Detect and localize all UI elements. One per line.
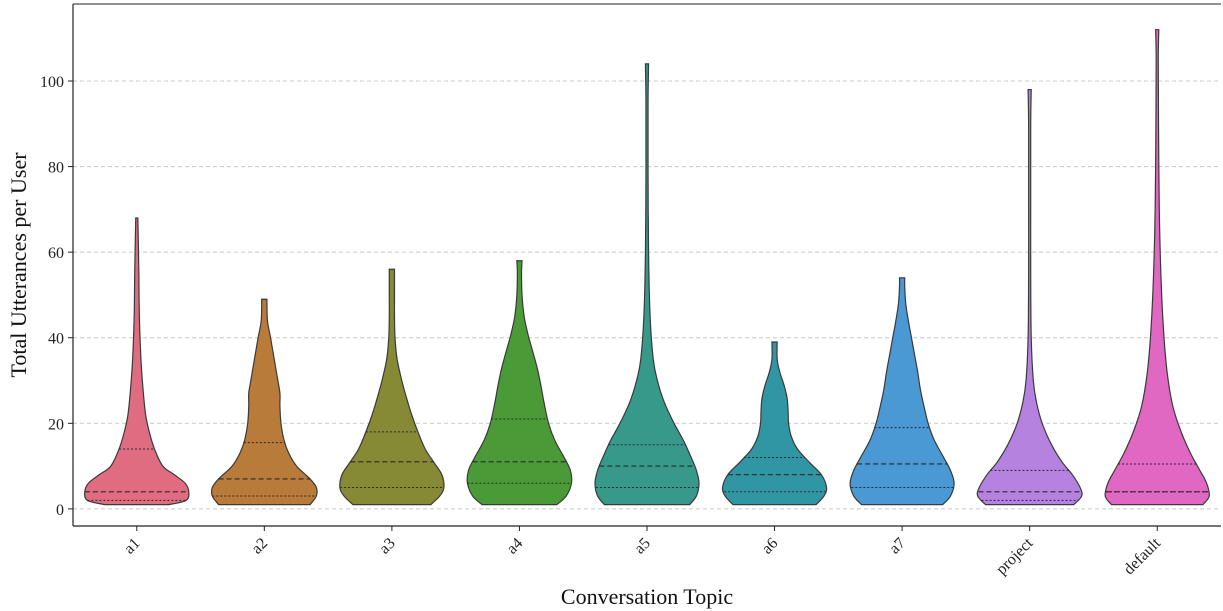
violin-project (976, 88, 1083, 506)
violin-body (84, 217, 190, 506)
violin-a1 (84, 217, 190, 506)
y-tick-label: 0 (56, 502, 64, 519)
x-tick-label: project (993, 534, 1037, 578)
violin-a7 (849, 277, 955, 506)
x-tick-label: a1 (121, 535, 144, 558)
x-tick-label: a3 (376, 535, 399, 558)
y-axis-title: Total Utterances per User (6, 152, 31, 378)
x-tick-label: a6 (759, 535, 782, 558)
violin-body (466, 260, 573, 506)
violin-a2 (210, 298, 318, 506)
violin-body (849, 277, 955, 506)
x-tick-label: a2 (248, 535, 271, 558)
x-tick-label: default (1121, 534, 1165, 578)
violin-body (339, 268, 445, 506)
x-axis-ticks: a1 a2 a3 a4 a5 a6 a7 project default (121, 526, 1165, 578)
violin-a4 (466, 260, 573, 506)
x-tick-label: a4 (504, 535, 527, 558)
x-tick-label: a7 (886, 535, 909, 558)
violin-a5 (594, 63, 700, 506)
violin-body (210, 298, 318, 506)
y-axis-ticks: 0 20 40 60 80 100 (40, 74, 73, 519)
x-tick-label: a5 (631, 535, 654, 558)
violin-body (1104, 29, 1210, 506)
violin-body (594, 63, 700, 506)
y-tick-label: 40 (48, 331, 64, 348)
violin-a3 (339, 268, 445, 506)
violin-a6 (721, 341, 828, 506)
y-tick-label: 80 (48, 160, 64, 177)
violin-default (1104, 29, 1210, 506)
y-tick-label: 100 (40, 74, 64, 91)
violin-series (84, 29, 1210, 506)
y-tick-label: 20 (48, 416, 64, 433)
violin-body (976, 88, 1083, 506)
x-axis-title: Conversation Topic (561, 584, 733, 609)
y-tick-label: 60 (48, 245, 64, 262)
